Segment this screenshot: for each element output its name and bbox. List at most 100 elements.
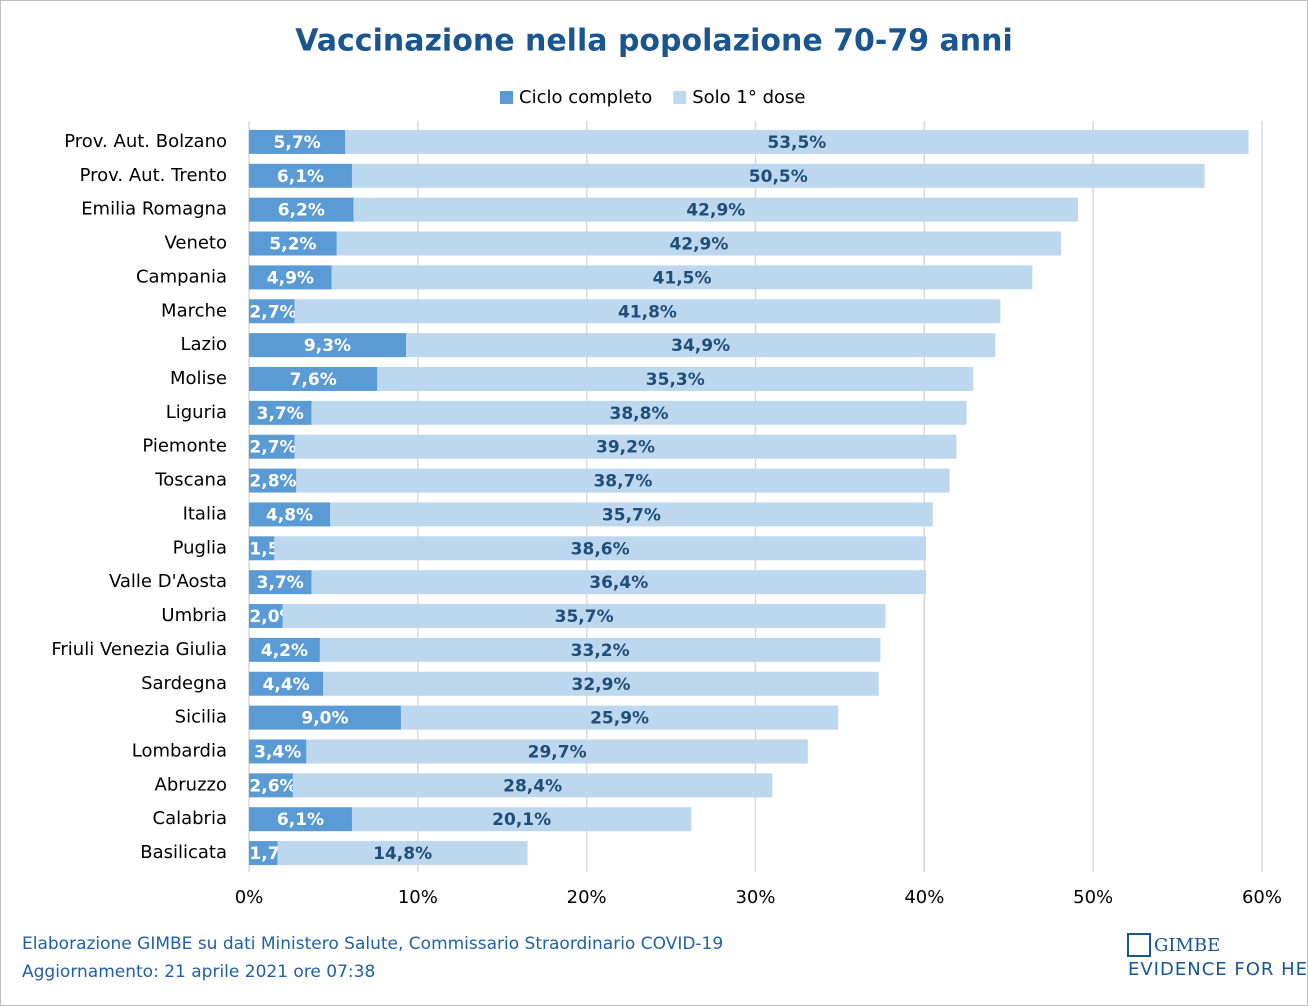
data-label: 36,4% xyxy=(589,573,648,593)
y-tick-label: Abruzzo xyxy=(155,774,227,795)
bar-segment xyxy=(353,197,1078,222)
bar-segment xyxy=(249,265,332,290)
x-tick-label: 30% xyxy=(735,887,775,908)
data-label: 3,7% xyxy=(257,573,304,593)
bar-segment xyxy=(296,468,950,493)
data-label: 7,6% xyxy=(290,370,337,390)
x-tick-label: 60% xyxy=(1242,887,1282,908)
data-label: 42,9% xyxy=(669,235,728,255)
data-label: 20,1% xyxy=(492,810,551,830)
data-label: 2,7% xyxy=(249,302,296,322)
y-tick-label: Sardegna xyxy=(141,673,227,694)
bar-segment xyxy=(377,366,974,391)
y-tick-label: Campania xyxy=(136,266,227,287)
data-label: 38,7% xyxy=(593,472,652,492)
source-note: Elaborazione GIMBE su dati Ministero Sal… xyxy=(22,934,723,954)
y-tick-label: Toscana xyxy=(154,470,227,491)
data-label: 3,7% xyxy=(257,404,304,424)
y-tick-label: Sicilia xyxy=(175,707,227,728)
bar-segment xyxy=(294,299,1001,324)
bar-segment xyxy=(249,333,407,358)
y-tick-label: Puglia xyxy=(173,537,227,558)
bar-segment xyxy=(249,807,352,832)
data-label: 6,1% xyxy=(277,167,324,187)
bar-segment xyxy=(294,434,957,459)
bar-segment xyxy=(249,604,283,629)
bar-segment xyxy=(400,705,839,730)
data-label: 35,7% xyxy=(555,607,614,627)
data-label: 25,9% xyxy=(590,709,649,729)
legend-label: Ciclo completo xyxy=(519,87,652,108)
y-tick-label: Molise xyxy=(170,368,227,389)
data-label: 39,2% xyxy=(596,438,655,458)
data-label: 42,9% xyxy=(686,201,745,221)
bar-segment xyxy=(249,502,331,527)
bar-segment xyxy=(351,807,692,832)
bar-segment xyxy=(319,637,881,662)
y-tick-label: Marche xyxy=(161,300,227,321)
bar-segment xyxy=(249,739,307,764)
logo-icon xyxy=(1127,933,1151,957)
y-tick-label: Prov. Aut. Trento xyxy=(80,165,227,186)
y-tick-label: Prov. Aut. Bolzano xyxy=(64,131,227,152)
data-label: 2,8% xyxy=(249,472,296,492)
data-label: 38,8% xyxy=(610,404,669,424)
bar-segment xyxy=(249,671,324,696)
data-label: 53,5% xyxy=(767,133,826,153)
bar-segment xyxy=(323,671,879,696)
bar-segment xyxy=(249,434,295,459)
data-label: 2,7% xyxy=(249,438,296,458)
data-label: 33,2% xyxy=(571,641,630,661)
y-tick-label: Veneto xyxy=(164,233,227,254)
data-label: 9,0% xyxy=(301,709,348,729)
bar-segment xyxy=(331,265,1033,290)
data-label: 4,9% xyxy=(267,268,314,288)
bar-segment xyxy=(277,841,528,866)
x-tick-label: 50% xyxy=(1073,887,1113,908)
x-tick-label: 0% xyxy=(235,887,264,908)
data-label: 50,5% xyxy=(749,167,808,187)
data-label: 3,4% xyxy=(254,742,301,762)
y-tick-label: Lazio xyxy=(180,334,227,355)
bar-segment xyxy=(306,739,808,764)
bar-segment xyxy=(345,129,1249,154)
data-label: 41,5% xyxy=(653,268,712,288)
logo-tagline: EVIDENCE FOR HEALTH xyxy=(1128,959,1308,980)
bar-segment xyxy=(249,536,275,561)
data-label: 4,2% xyxy=(261,641,308,661)
data-label: 4,4% xyxy=(263,675,310,695)
bar-segment xyxy=(249,299,295,324)
chart-title: Vaccinazione nella popolazione 70-79 ann… xyxy=(295,24,1013,59)
data-label: 38,6% xyxy=(571,539,630,559)
bar-segment xyxy=(249,841,278,866)
bar-segment xyxy=(249,705,401,730)
y-tick-label: Basilicata xyxy=(140,842,227,863)
data-label: 9,3% xyxy=(304,336,351,356)
bar-segment xyxy=(249,129,346,154)
bar-segment xyxy=(406,333,996,358)
update-note: Aggiornamento: 21 aprile 2021 ore 07:38 xyxy=(22,962,375,982)
bar-segment xyxy=(336,231,1062,256)
bar-segment xyxy=(282,604,886,629)
y-tick-label: Lombardia xyxy=(132,740,227,761)
data-label: 6,1% xyxy=(277,810,324,830)
bar-segment xyxy=(249,163,352,188)
data-label: 32,9% xyxy=(572,675,631,695)
data-label: 14,8% xyxy=(373,844,432,864)
data-label: 34,9% xyxy=(671,336,730,356)
x-tick-label: 10% xyxy=(398,887,438,908)
logo-text: GIMBE xyxy=(1154,935,1220,956)
bar-segment xyxy=(249,366,378,391)
bar-segment xyxy=(249,570,312,595)
bar-segment xyxy=(311,570,927,595)
bar-segment xyxy=(249,468,297,493)
x-tick-label: 20% xyxy=(567,887,607,908)
y-tick-label: Liguria xyxy=(166,402,227,423)
bar-segment xyxy=(249,637,320,662)
logo: GIMBE EVIDENCE FOR HEALTH xyxy=(1127,933,1308,980)
data-label: 4,8% xyxy=(266,505,313,525)
bar-segment xyxy=(249,400,312,425)
bar-segment xyxy=(249,231,337,256)
bar-segment xyxy=(330,502,933,527)
